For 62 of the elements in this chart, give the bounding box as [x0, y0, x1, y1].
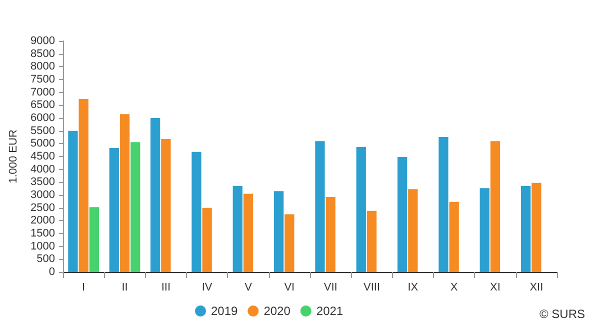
bar: [438, 136, 448, 272]
y-tick-label: 8000: [30, 60, 55, 73]
y-tick-label: 1500: [30, 228, 55, 240]
y-tick-label: 6500: [30, 99, 55, 112]
y-axis-title: 1.000 EUR: [8, 130, 20, 184]
y-tick-label: 0: [48, 266, 55, 278]
x-tick-label: V: [244, 282, 253, 294]
x-tick-label: IX: [408, 282, 419, 294]
bar: [397, 157, 408, 272]
x-tick-label: III: [161, 282, 171, 294]
bar: [120, 114, 130, 272]
bar: [109, 148, 119, 272]
x-tick-label: VI: [284, 282, 295, 294]
bar: [408, 189, 418, 272]
y-tick-label: 4500: [30, 150, 55, 162]
bar: [366, 210, 377, 272]
bar: [490, 141, 500, 272]
y-tick-label: 8500: [30, 48, 55, 60]
legend-label: 2020: [264, 304, 291, 318]
legend-label: 2021: [316, 304, 344, 318]
x-tick-label: VII: [324, 282, 338, 294]
y-tick-label: 9000: [30, 35, 55, 47]
bar: [68, 130, 78, 272]
bar: [192, 152, 202, 272]
y-tick-label: 1000: [30, 240, 55, 252]
bar: [150, 118, 160, 272]
y-tick-label: 5000: [30, 138, 55, 150]
y-tick-label: 2000: [30, 214, 55, 227]
x-tick-label: XI: [490, 282, 500, 294]
bar: [130, 142, 140, 272]
y-tick-label: 2500: [30, 202, 55, 214]
bar: [449, 202, 459, 272]
x-tick-label: II: [122, 282, 128, 294]
y-tick-label: 5500: [30, 124, 55, 137]
bar: [202, 208, 212, 272]
y-tick-label: 3500: [30, 176, 55, 188]
bar: [326, 197, 336, 272]
y-tick-label: 6000: [30, 112, 55, 124]
y-tick-label: 7500: [30, 74, 55, 86]
bar: [520, 186, 531, 272]
y-tick-label: 3000: [30, 189, 55, 201]
bar: [232, 186, 242, 272]
x-tick-label: IV: [202, 282, 213, 294]
text: © SURS: [539, 307, 585, 321]
y-tick-label: 500: [36, 253, 55, 266]
bar: [480, 188, 490, 272]
x-tick-label: XII: [530, 282, 544, 294]
x-tick-label: I: [82, 282, 86, 294]
bar: [532, 182, 542, 272]
bar: [89, 207, 100, 272]
bar: [356, 147, 366, 272]
bar: [284, 214, 294, 272]
y-tick-label: 4000: [30, 163, 55, 176]
bar: [243, 194, 254, 272]
bar: [315, 141, 325, 272]
y-tick-label: 7000: [30, 86, 55, 98]
legend-label: 2019: [211, 304, 238, 318]
x-tick-label: VIII: [363, 282, 380, 294]
bar: [274, 191, 284, 272]
bar: [78, 99, 88, 272]
bar: [161, 139, 171, 272]
x-tick-label: X: [450, 282, 458, 294]
